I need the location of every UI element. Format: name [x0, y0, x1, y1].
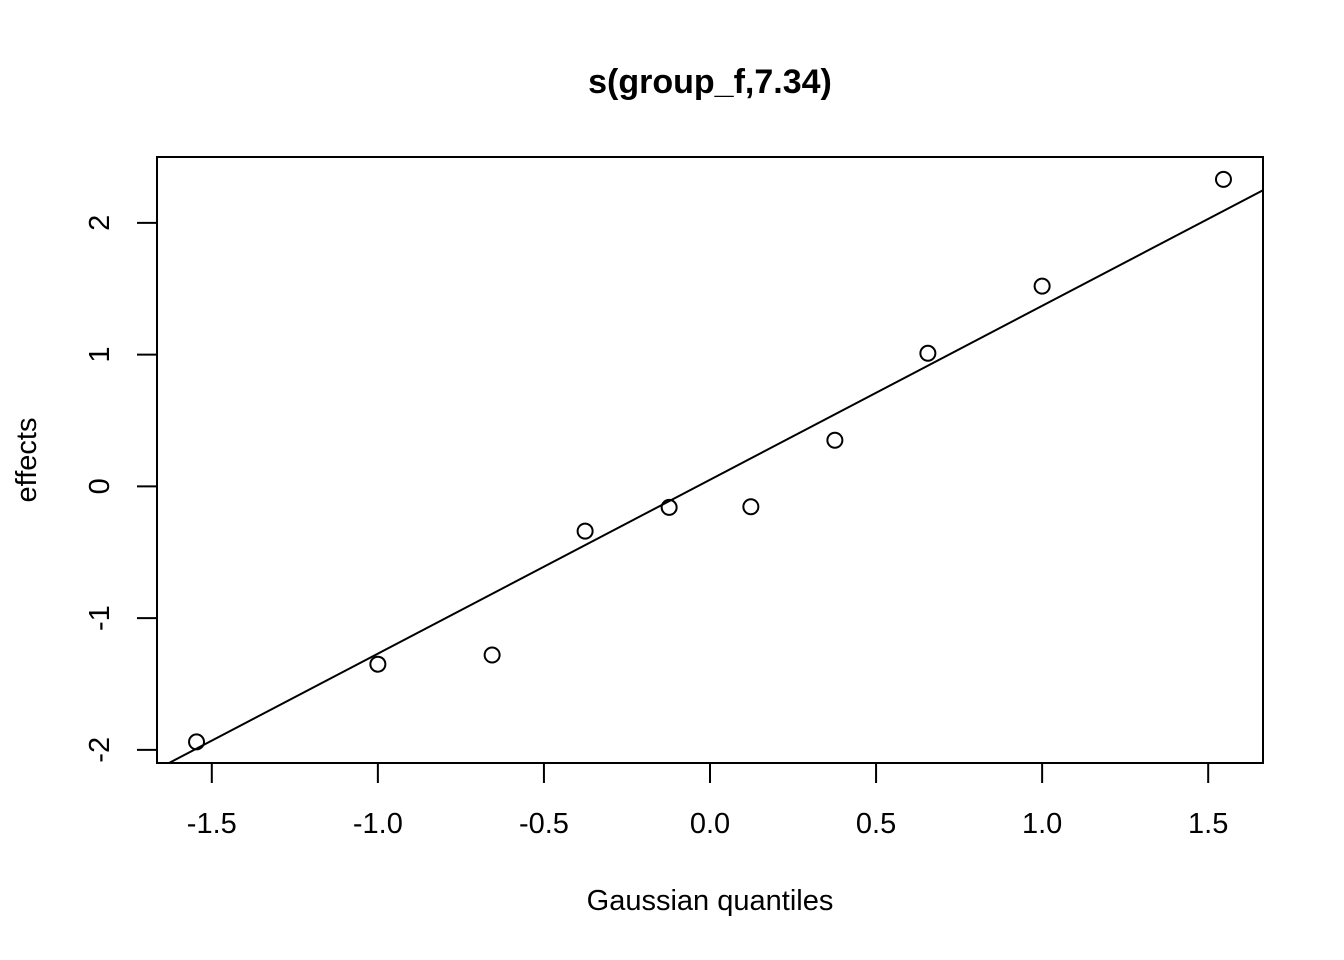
plot-frame	[156, 156, 1264, 764]
data-point	[1214, 170, 1232, 188]
plot-area	[166, 170, 1263, 763]
x-tick-label: 0.0	[690, 808, 730, 840]
y-tick-label: 0	[84, 478, 116, 494]
y-axis-label: effects	[11, 418, 43, 503]
data-point	[826, 431, 844, 449]
y-tick-label: 2	[84, 215, 116, 231]
data-point	[1033, 277, 1051, 295]
data-point	[483, 646, 501, 664]
y-tick-label: -1	[84, 605, 116, 631]
x-tick-label: 0.5	[856, 808, 896, 840]
x-tick-label: -0.5	[519, 808, 569, 840]
data-point	[576, 522, 594, 540]
x-tick-label: -1.5	[187, 808, 237, 840]
chart-title: s(group_f,7.34)	[588, 63, 832, 101]
data-point	[188, 733, 206, 751]
x-axis: -1.5 -1.0 -0.5 0.0 0.5 1.0 1.5	[187, 762, 1228, 840]
x-axis-label: Gaussian quantiles	[587, 885, 834, 917]
reference-line	[166, 189, 1263, 763]
y-axis: -2 -1 0 1 2	[84, 215, 158, 763]
x-tick-label: 1.5	[1188, 808, 1228, 840]
data-point	[660, 498, 678, 516]
data-point	[919, 344, 937, 362]
x-tick-label: 1.0	[1022, 808, 1062, 840]
y-tick-label: -2	[84, 737, 116, 763]
x-tick-label: -1.0	[353, 808, 403, 840]
data-point	[742, 498, 760, 516]
data-point	[369, 655, 387, 673]
y-tick-label: 1	[84, 347, 116, 363]
